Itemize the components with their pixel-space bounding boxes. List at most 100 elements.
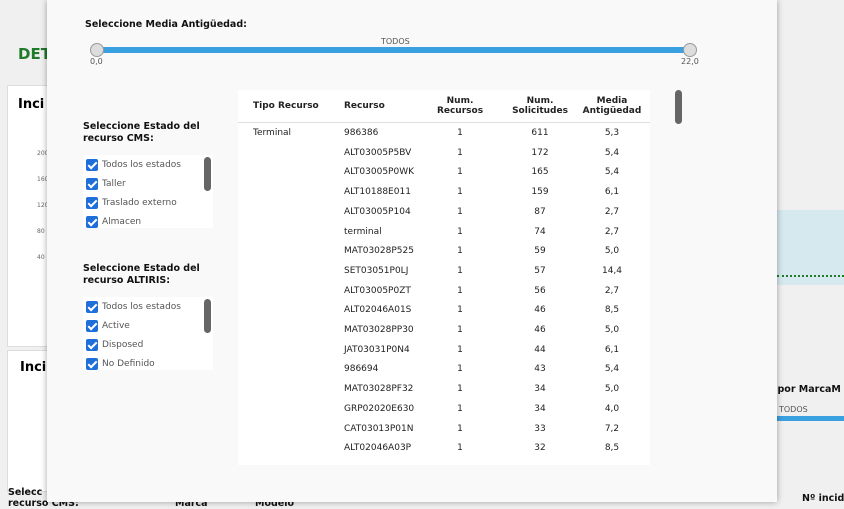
table-cell: 5,3 [604,128,620,138]
checkbox[interactable] [86,215,98,228]
label: Marca [175,498,208,509]
table-cell: 1 [457,285,463,296]
filter-title: Seleccione Estado del recurso CMS: [83,121,200,144]
table-cell: 5,0 [604,246,620,257]
slider-label: TODOS [381,37,410,46]
table-cell: 87 [534,206,546,217]
table-cell: 986386 [344,128,379,138]
checkbox-option[interactable]: Todos los estados [83,155,213,174]
axis-tick: 200 [37,150,49,157]
table-cell: 1 [457,246,463,257]
table-cell: 59 [534,246,546,257]
slider-track [96,47,690,53]
checkbox[interactable] [86,300,98,313]
filter-title: Seleccione Estado del recurso ALTIRIS: [83,263,200,286]
table-cell: JAT03031P0N4 [344,344,410,355]
option-label: Traslado externo [102,197,177,208]
table-cell: 1 [457,344,463,355]
column-header: Media Antigüedad [582,96,642,116]
axis-tick: 80 [37,228,45,235]
table-cell: 611 [531,128,549,138]
table-cell: MAT03028P525 [344,246,414,257]
checkbox-option[interactable]: Taller [83,174,213,193]
table-cell: 8,5 [604,305,620,316]
table-cell: Terminal [253,128,292,138]
table-cell: 1 [457,206,463,217]
table-cell: ALT03005P104 [344,206,411,217]
table-cell: ALT02046A01S [344,305,412,316]
axis-tick: 120 [37,202,49,209]
table-cell: 14,4 [601,265,623,276]
header-rule [238,122,650,123]
table-cell: 56 [534,285,546,296]
slider-title: Seleccione Media Antigüedad: [85,19,247,30]
table-cell: ALT03005P0WK [344,167,415,178]
slider-handle[interactable] [90,43,104,57]
option-label: No Definido [102,358,155,369]
table-cell: 1 [457,167,463,178]
checkbox-option[interactable]: Disposed [83,335,213,354]
checkbox-option[interactable]: Almacen [83,212,213,228]
table-cell: 2,7 [604,226,620,237]
table-cell: ALT02046A03P [344,443,412,454]
table-cell: 5,4 [604,364,620,375]
table-cell: 172 [531,147,549,158]
table-cell: 33 [534,423,546,434]
table-cell: SET03051P0LJ [344,265,409,276]
table-cell: 5,4 [604,147,620,158]
option-label: Taller [102,178,126,189]
table-cell: 2,7 [604,206,620,217]
slider-bar [777,416,844,421]
label: os por MarcaM [762,384,841,395]
table-cell: 32 [534,443,546,454]
table-cell: 44 [534,344,546,355]
table-cell: 1 [457,147,463,158]
label: recurso CMS: [8,498,79,509]
table-cell: 1 [457,403,463,414]
table-cell: 6,1 [604,344,620,355]
checkbox[interactable] [86,338,98,351]
table-cell: 34 [534,403,546,414]
slider-min: 0,0 [90,57,103,66]
checkbox-option[interactable]: Active [83,316,213,335]
checkbox-list: Todos los estados Taller Traslado externo A… [83,155,213,228]
checkbox-option[interactable]: Traslado externo [83,193,213,212]
scrollbar[interactable] [204,157,211,191]
panel [777,210,844,285]
card-title: Inci [18,97,45,112]
column-header: Recurso [344,101,385,111]
scrollbar[interactable] [675,90,682,124]
axis-tick: 160 [37,176,49,183]
column-header: Num. Solicitudes [512,96,568,116]
table-cell: 1 [457,423,463,434]
checkbox[interactable] [86,177,98,190]
checkbox[interactable] [86,319,98,332]
table-cell: 986694 [344,364,379,375]
axis-tick: 40 [37,254,45,261]
checkbox[interactable] [86,357,98,370]
checkbox[interactable] [86,158,98,171]
table-cell: 6,1 [604,187,620,198]
table-cell: CAT03013P01N [344,423,414,434]
slider-handle[interactable] [683,43,697,57]
column-header: Tipo Recurso [253,101,319,111]
checkbox[interactable] [86,196,98,209]
table-cell: 1 [457,128,463,138]
table-cell: 1 [457,443,463,454]
scrollbar[interactable] [204,299,211,333]
table-cell: 1 [457,187,463,198]
option-label: Disposed [102,339,144,350]
table-cell: 8,5 [604,443,620,454]
checkbox-option[interactable]: No Definido [83,354,213,370]
table-cell: 165 [531,167,549,178]
checkbox-option[interactable]: Todos los estados [83,297,213,316]
table-cell: terminal [344,226,382,237]
table-cell: 34 [534,384,546,395]
table-cell: 1 [457,305,463,316]
heading: DET [18,45,51,63]
slider-max: 22,0 [681,57,699,66]
table-cell: ALT10188E011 [344,187,411,198]
label: Nº incide [802,493,844,504]
option-label: Todos los estados [102,159,181,170]
